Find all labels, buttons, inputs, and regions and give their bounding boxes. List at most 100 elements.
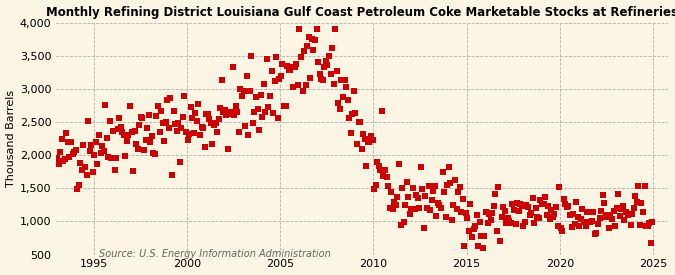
Point [568,211,578,216]
Point [325,72,336,76]
Point [397,186,408,190]
Point [268,111,279,116]
Point [313,59,323,64]
Point [429,183,440,188]
Point [130,129,140,134]
Point [328,82,339,86]
Point [459,243,470,248]
Point [445,181,456,185]
Point [136,114,146,119]
Point [558,197,569,202]
Point [157,120,168,125]
Point [316,77,327,81]
Point [221,113,232,118]
Point [400,203,410,207]
Point [275,74,286,78]
Point [84,149,95,154]
Point [305,76,316,80]
Point [53,162,64,167]
Point [491,229,502,233]
Point [378,174,389,178]
Point [448,203,459,207]
Point [165,96,176,100]
Point [56,137,67,141]
Point [490,192,501,196]
Point [352,142,362,147]
Point [644,221,655,225]
Point [219,108,230,112]
Point [454,185,465,189]
Point [249,110,260,115]
Point [173,121,184,126]
Point [464,228,475,233]
Point [462,216,472,221]
Point [204,117,215,121]
Point [552,224,563,228]
Point [288,85,298,89]
Point [179,94,190,98]
Point [394,162,404,167]
Point [546,208,557,213]
Point [213,117,224,121]
Point [230,104,241,108]
Point [199,145,210,150]
Point [306,37,317,41]
Point [271,55,281,59]
Point [341,85,352,89]
Point [210,121,221,126]
Point [518,224,529,228]
Point [603,226,614,230]
Point [310,38,321,42]
Point [520,220,531,224]
Point [323,54,334,58]
Point [209,123,219,128]
Point [182,138,193,142]
Point [422,206,433,210]
Point [65,140,76,144]
Point [591,231,602,236]
Point [319,65,330,69]
Point [618,204,628,208]
Point [549,211,560,216]
Point [384,206,395,210]
Point [547,214,558,219]
Point [377,109,387,114]
Point [359,137,370,142]
Point [516,204,527,209]
Point [161,120,171,124]
Point [128,168,138,173]
Point [255,92,266,97]
Point [111,156,122,160]
Point [151,114,162,118]
Point [557,229,568,233]
Point [406,207,417,211]
Point [138,148,149,153]
Point [198,126,209,130]
Point [224,111,235,116]
Point [443,165,454,169]
Point [112,126,123,131]
Point [389,199,400,204]
Point [67,152,78,156]
Point [327,46,338,50]
Point [509,208,520,212]
Point [456,210,466,214]
Point [201,112,212,116]
Point [342,98,353,102]
Point [232,109,243,114]
Point [613,192,624,197]
Point [589,232,600,236]
Point [344,116,354,120]
Point [355,120,366,124]
Point [154,130,165,134]
Point [645,241,656,245]
Point [501,221,512,225]
Point [587,219,597,223]
Point [554,185,564,189]
Point [383,184,394,189]
Point [140,138,151,142]
Point [346,131,356,136]
Point [234,130,244,134]
Point [620,210,631,214]
Point [451,206,462,211]
